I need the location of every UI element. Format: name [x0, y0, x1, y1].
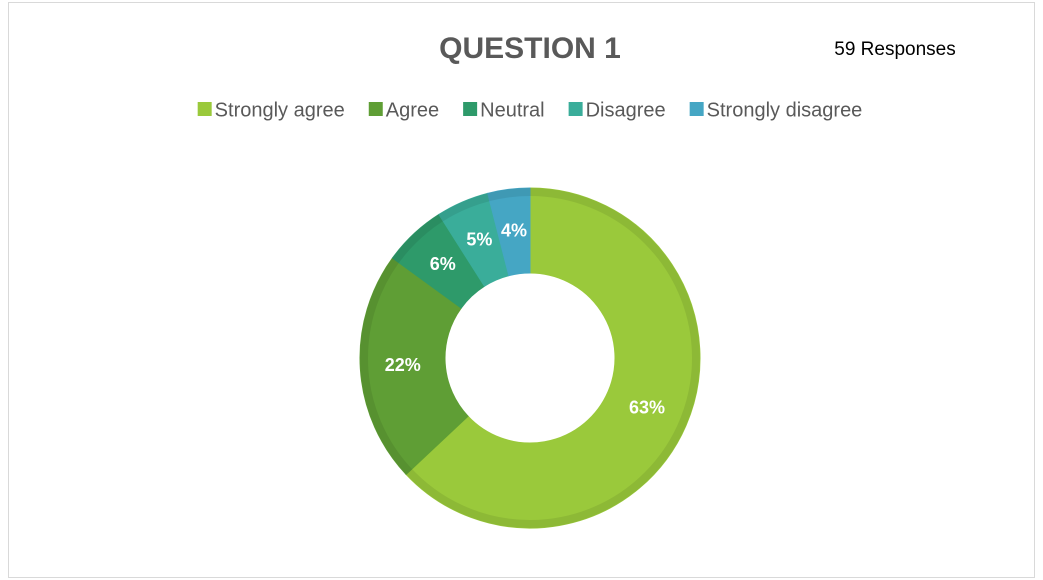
- legend-label: Strongly disagree: [707, 99, 863, 121]
- data-label: 6%: [430, 254, 456, 274]
- legend-label: Neutral: [480, 99, 544, 121]
- donut-edge: [360, 188, 700, 528]
- legend-label: Strongly agree: [215, 99, 345, 121]
- legend: Strongly agree Agree Neutral Disagree Strong…: [197, 99, 863, 121]
- legend-swatch: [568, 102, 583, 116]
- legend-label: Disagree: [586, 99, 666, 121]
- data-label: 4%: [501, 220, 527, 240]
- chart-title: QUESTION 1: [439, 32, 621, 65]
- data-label: 5%: [466, 230, 492, 250]
- data-label: 22%: [385, 355, 421, 375]
- annotation: 59 Responses: [834, 39, 955, 60]
- legend-swatch: [368, 102, 383, 116]
- data-label: 63%: [629, 397, 665, 417]
- legend-label: Agree: [386, 99, 439, 121]
- legend-swatch: [197, 102, 212, 116]
- legend-swatch: [463, 102, 478, 116]
- donut-slice: [359, 257, 469, 476]
- donut-slice: [487, 187, 531, 277]
- donut-slice: [405, 187, 701, 529]
- legend-swatch: [689, 102, 704, 116]
